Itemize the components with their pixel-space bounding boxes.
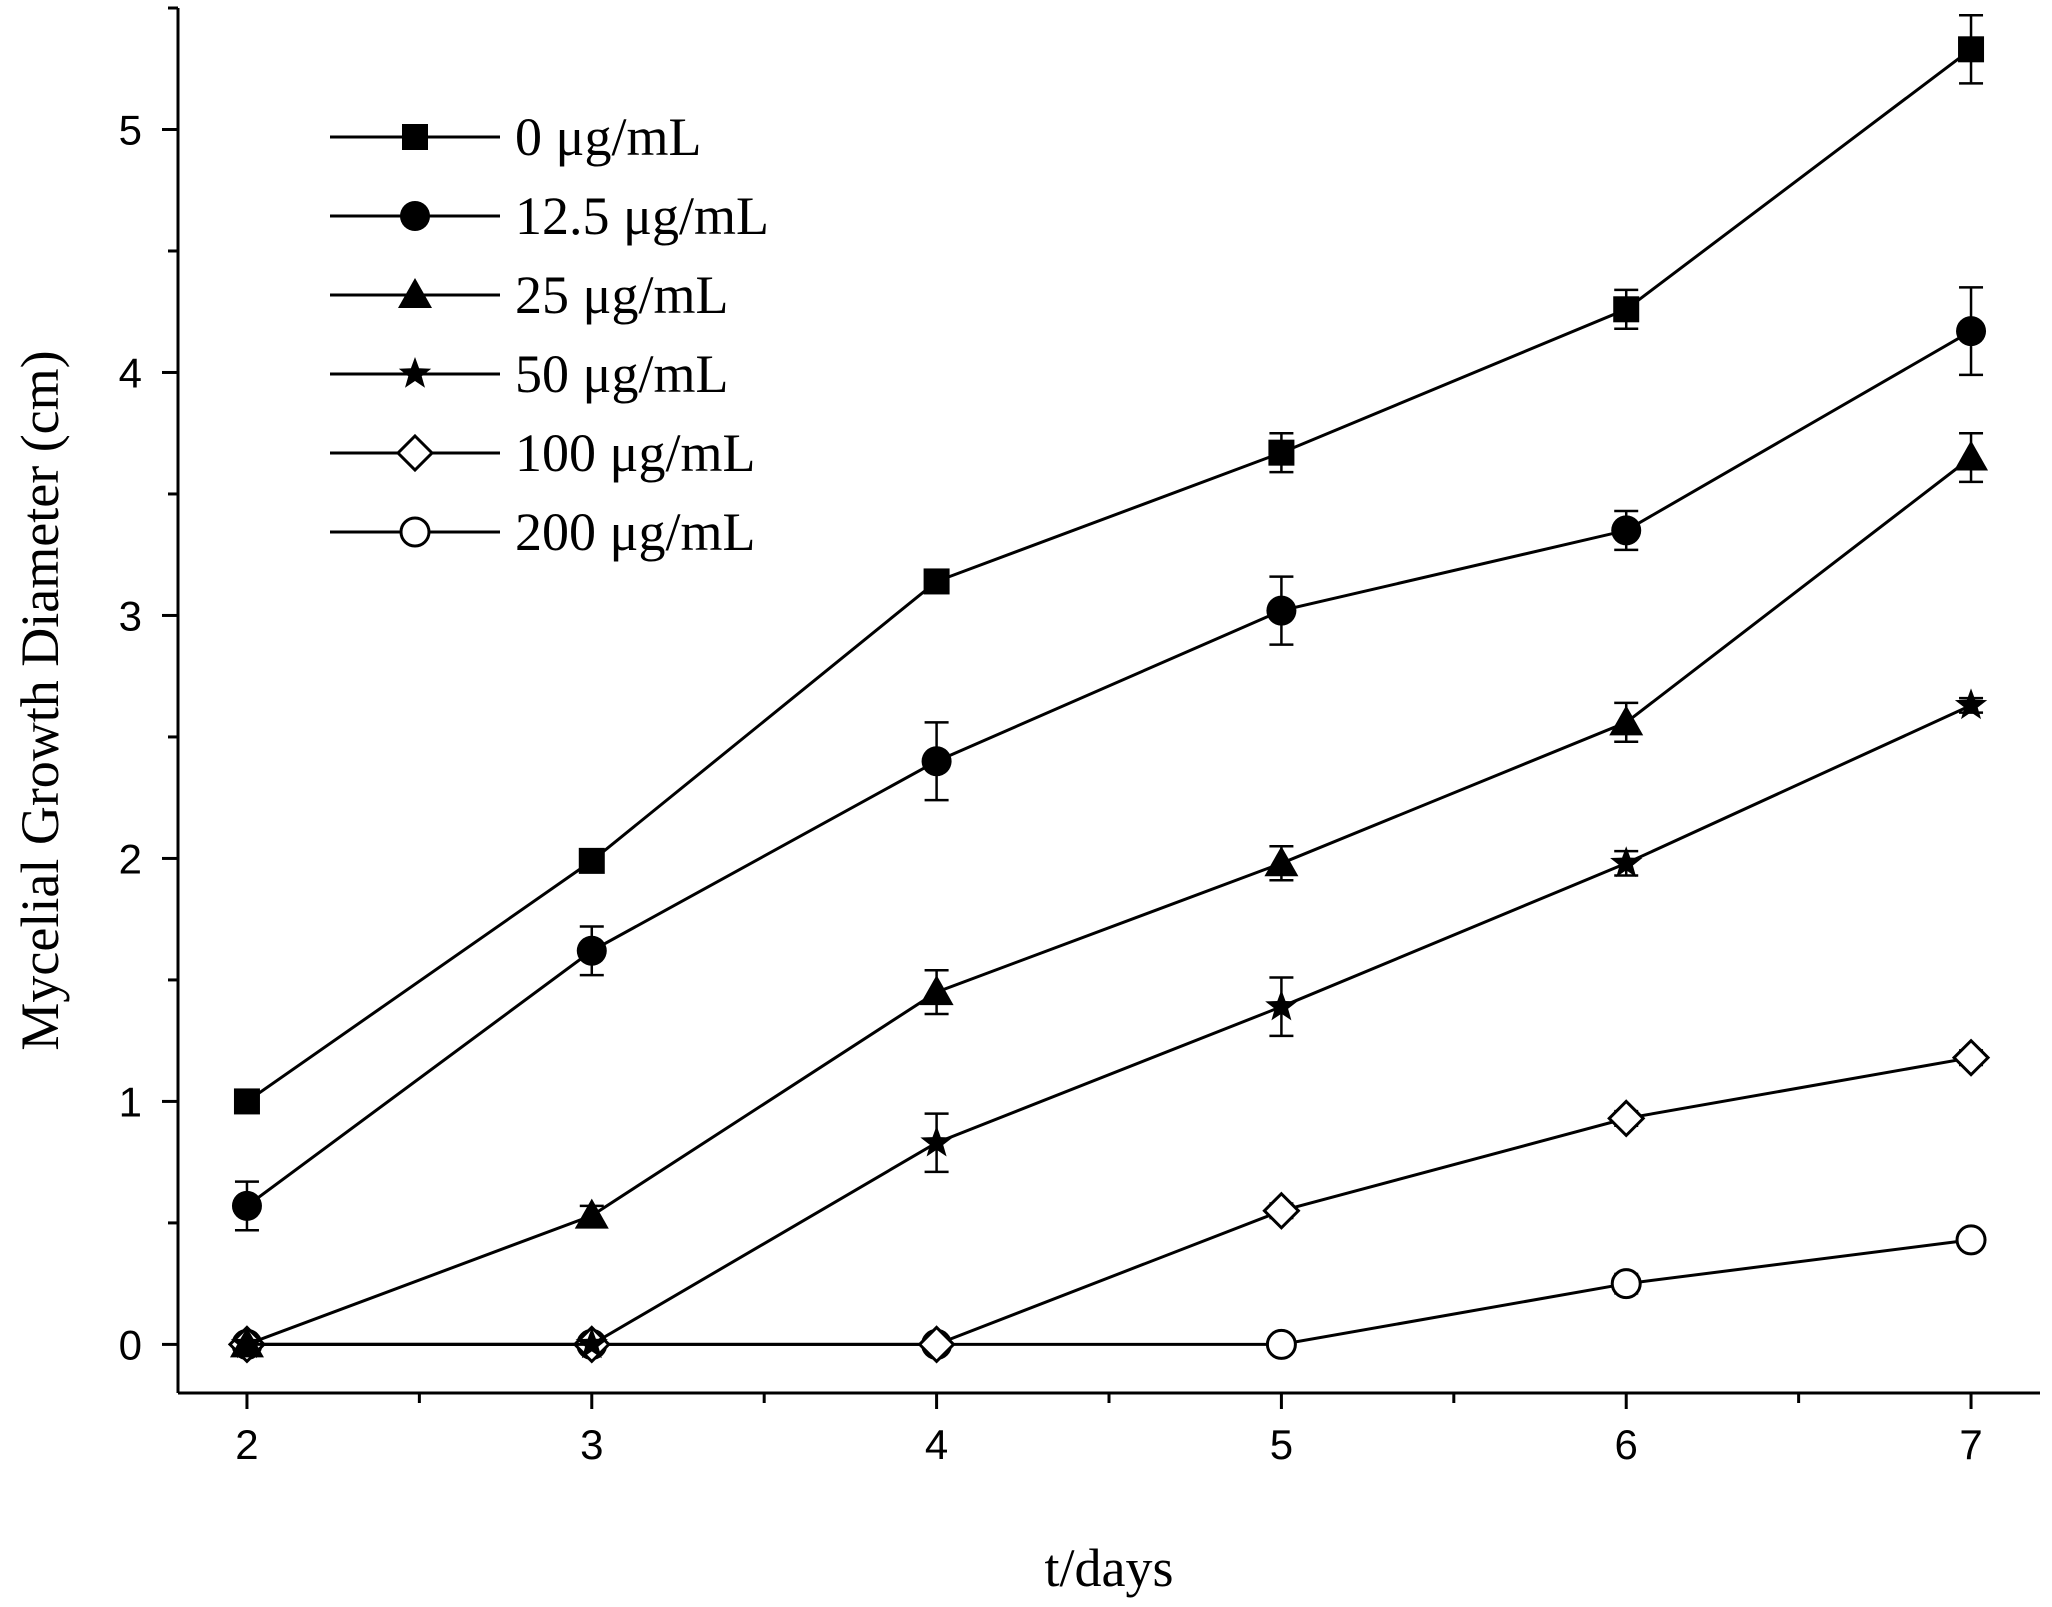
data-point: [1955, 1224, 1987, 1256]
data-point: [233, 1088, 260, 1115]
legend-label: 50 μg/mL: [515, 344, 728, 404]
data-point: [229, 1327, 264, 1358]
legend-marker: [400, 201, 430, 231]
data-point: [1958, 36, 1985, 63]
series-4: [227, 1038, 1991, 1364]
data-point: [1265, 1328, 1297, 1360]
legend-label: 100 μg/mL: [515, 423, 755, 483]
data-point: [1610, 1268, 1642, 1300]
series-0: [233, 14, 1985, 1115]
data-point: [578, 847, 605, 874]
y-tick-label: 5: [119, 106, 142, 153]
data-point: [921, 746, 952, 777]
data-point: [1268, 439, 1295, 466]
legend: 0 μg/mL 12.5 μg/mL 25 μg/mL 50 μg/mL 100 μg/…: [330, 107, 769, 562]
data-point: [919, 975, 954, 1006]
y-tick-label: 1: [119, 1078, 142, 1125]
data-point: [575, 1327, 608, 1359]
data-point: [1264, 846, 1299, 877]
y-tick-label: 0: [119, 1321, 142, 1368]
x-tick-label: 6: [1615, 1421, 1638, 1468]
data-point: [1951, 1038, 1991, 1077]
legend-label: 25 μg/mL: [515, 265, 728, 325]
x-tick-label: 3: [580, 1421, 603, 1468]
legend-label: 0 μg/mL: [515, 107, 701, 167]
data-point: [1611, 515, 1642, 546]
x-tick-label: 5: [1270, 1421, 1293, 1468]
data-point: [923, 568, 950, 595]
y-tick-label: 2: [119, 835, 142, 882]
data-point: [917, 1325, 956, 1364]
legend-item: 25 μg/mL: [330, 265, 728, 325]
data-point: [1266, 595, 1297, 626]
series-line: [246, 48, 1972, 1103]
legend-item: 200 μg/mL: [330, 502, 755, 562]
series-1: [231, 286, 1987, 1232]
legend-marker: [398, 357, 432, 388]
data-point: [1265, 989, 1298, 1021]
series-5: [231, 1224, 1987, 1360]
data-point: [920, 1125, 953, 1157]
y-tick-label: 3: [119, 592, 142, 639]
data-point: [231, 1190, 262, 1221]
legend-item: 12.5 μg/mL: [330, 186, 769, 246]
series-2: [229, 431, 1989, 1358]
axes: 2 3 4 5 6 7 0 1 2 3 4 5: [119, 6, 2040, 1468]
x-axis-title: t/days: [1045, 1538, 1174, 1598]
legend-marker: [402, 124, 428, 150]
x-tick-label: 7: [1959, 1421, 1982, 1468]
series-layer: [227, 14, 1991, 1364]
series-line: [246, 329, 1972, 1208]
data-point: [1262, 1191, 1301, 1230]
data-point: [1954, 440, 1989, 471]
data-point: [1607, 1099, 1646, 1138]
data-point: [574, 1198, 609, 1229]
legend-item: 0 μg/mL: [330, 107, 701, 167]
legend-item: 50 μg/mL: [330, 344, 728, 404]
x-tick-label: 4: [925, 1421, 948, 1468]
data-point: [1954, 688, 1988, 720]
data-point: [1613, 296, 1640, 323]
data-point: [576, 935, 607, 966]
y-axis-title: Mycelial Growth Diameter (cm): [10, 350, 70, 1050]
legend-marker: [399, 516, 431, 548]
series-line: [247, 704, 1972, 1346]
y-tick-label: 4: [119, 349, 142, 396]
series-line: [247, 1056, 1972, 1346]
series-line: [247, 1238, 1972, 1346]
legend-marker: [398, 278, 432, 308]
series-3: [230, 688, 1988, 1359]
legend-item: 100 μg/mL: [330, 423, 755, 483]
x-tick-label: 2: [235, 1421, 258, 1468]
legend-label: 200 μg/mL: [515, 502, 755, 562]
series-line: [246, 456, 1972, 1346]
data-point: [1610, 846, 1643, 878]
data-point: [1609, 705, 1644, 736]
data-point: [1956, 316, 1987, 347]
legend-label: 12.5 μg/mL: [515, 186, 769, 246]
legend-marker: [395, 433, 435, 473]
